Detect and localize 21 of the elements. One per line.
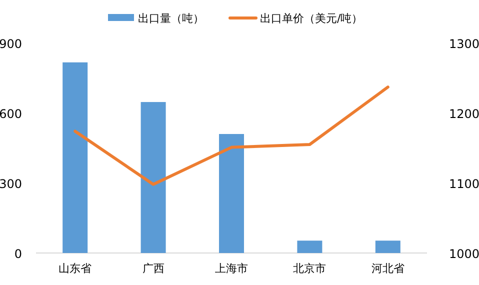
legend-label: 出口量（吨） xyxy=(138,12,204,25)
bar xyxy=(375,240,400,253)
x-tick-label: 广西 xyxy=(142,262,164,275)
y-tick-label: 900 xyxy=(0,37,22,51)
x-tick-label: 河北省 xyxy=(371,262,404,275)
bar xyxy=(140,102,166,253)
bar xyxy=(297,240,322,253)
x-tick-label: 山东省 xyxy=(58,262,92,275)
bar xyxy=(219,134,244,253)
y2-tick-label: 1000 xyxy=(449,247,479,261)
x-tick-label: 上海市 xyxy=(215,262,248,275)
line-series xyxy=(74,86,390,186)
y2-tick-label: 1300 xyxy=(449,37,479,51)
legend-label: 出口单价（美元/吨） xyxy=(260,12,363,25)
y-tick-label: 0 xyxy=(14,247,22,261)
x-tick-label: 北京市 xyxy=(293,262,326,275)
y-tick-label: 600 xyxy=(0,107,22,121)
y2-tick-label: 1100 xyxy=(449,177,479,191)
y2-tick-label: 1200 xyxy=(449,107,479,121)
y-tick-label: 300 xyxy=(0,177,22,191)
bar xyxy=(62,62,88,253)
